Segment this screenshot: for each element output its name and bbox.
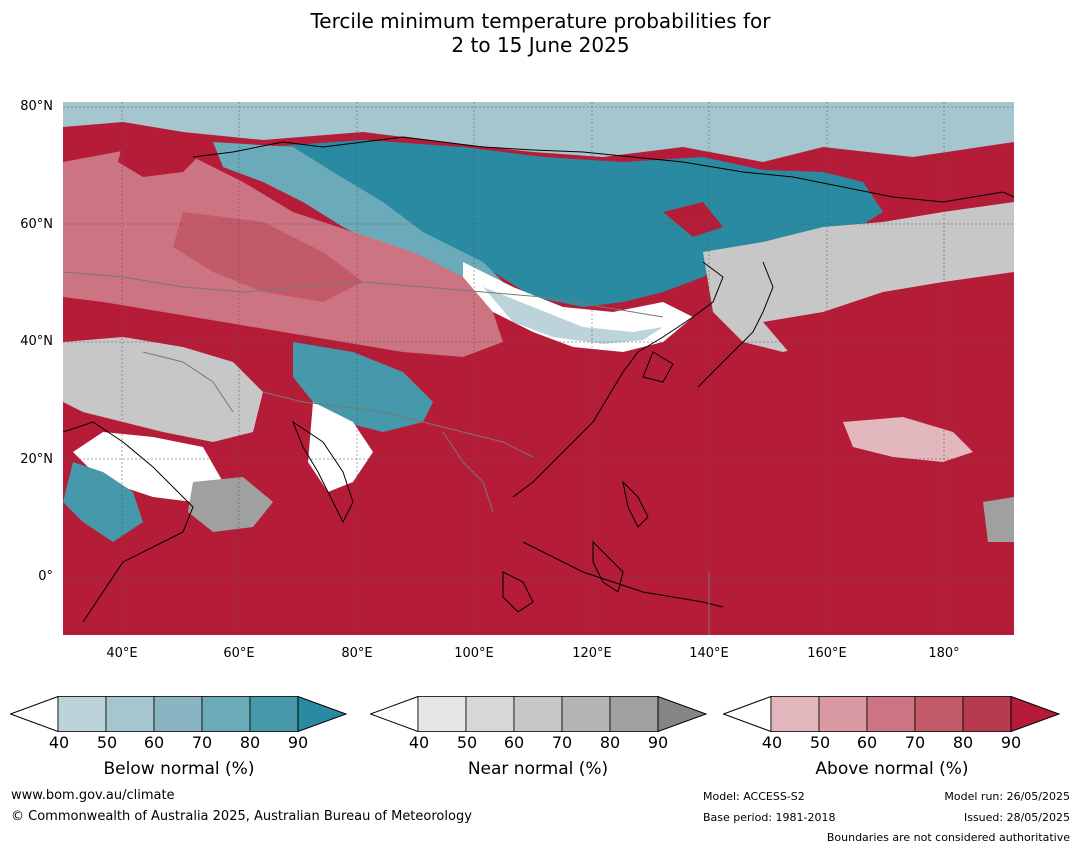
below-colorbar-segment-3 bbox=[153, 696, 203, 732]
arctic-below-region bbox=[63, 102, 1014, 162]
map-svg bbox=[63, 102, 1014, 635]
below-tick-80: 80 bbox=[239, 733, 261, 752]
west-siberia-below-region bbox=[213, 142, 513, 297]
model-run-text: Model run: 26/05/2025 bbox=[944, 790, 1070, 803]
above-tick-90: 90 bbox=[1000, 733, 1022, 752]
lat-label-20n: 20°N bbox=[20, 452, 53, 467]
lon-label-160e: 160°E bbox=[807, 646, 847, 661]
pacific-north-above-region bbox=[763, 272, 1014, 357]
near-colorbar-segment-3 bbox=[513, 696, 563, 732]
below-colorbar-segment-1 bbox=[57, 696, 107, 732]
above-colorbar-low-extend bbox=[723, 696, 772, 732]
lon-label-140e: 140°E bbox=[689, 646, 729, 661]
title-line-2: 2 to 15 June 2025 bbox=[451, 33, 630, 57]
near-tick-80: 80 bbox=[599, 733, 621, 752]
lon-label-40e: 40°E bbox=[106, 646, 138, 661]
copyright-text: © Commonwealth of Australia 2025, Austra… bbox=[11, 809, 472, 824]
model-text: Model: ACCESS-S2 bbox=[703, 790, 805, 803]
above-colorbar-high-extend bbox=[1010, 696, 1061, 732]
near-colorbar-segment-1 bbox=[417, 696, 467, 732]
below-tick-50: 50 bbox=[96, 733, 118, 752]
probability-map bbox=[63, 102, 1014, 635]
near-tick-50: 50 bbox=[456, 733, 478, 752]
lat-label-0: 0° bbox=[38, 569, 53, 584]
lat-label-60n: 60°N bbox=[20, 217, 53, 232]
graticule bbox=[63, 102, 1014, 635]
pacific-mid-above-light-region bbox=[843, 417, 973, 462]
base-period-text: Base period: 1981-2018 bbox=[703, 811, 836, 824]
above-normal-label: Above normal (%) bbox=[815, 759, 969, 779]
india-north-transition-region bbox=[308, 402, 373, 492]
siberia-below-region bbox=[263, 140, 883, 307]
below-tick-60: 60 bbox=[143, 733, 165, 752]
near-colorbar-segment-2 bbox=[465, 696, 515, 732]
near-tick-60: 60 bbox=[503, 733, 525, 752]
below-tick-90: 90 bbox=[287, 733, 309, 752]
mongolia-below-light-region bbox=[483, 287, 663, 344]
map-title: Tercile minimum temperature probabilitie… bbox=[0, 9, 1081, 57]
near-colorbar-segment-5 bbox=[609, 696, 659, 732]
lat-label-80n: 80°N bbox=[20, 99, 53, 114]
below-colorbar-low-extend bbox=[10, 696, 59, 732]
below-colorbar-segment-2 bbox=[105, 696, 155, 732]
arabia-below-region bbox=[63, 462, 143, 542]
chukotka-above-region bbox=[663, 202, 723, 237]
country-borders bbox=[63, 271, 710, 635]
bom-website-link[interactable]: www.bom.gov.au/climate bbox=[11, 788, 175, 803]
above-colorbar-segment-2 bbox=[818, 696, 868, 732]
lon-label-180: 180° bbox=[928, 646, 960, 661]
near-tick-70: 70 bbox=[551, 733, 573, 752]
pacific-east-near-region bbox=[983, 497, 1014, 542]
disclaimer-text: Boundaries are not considered authoritat… bbox=[826, 831, 1070, 844]
near-normal-label: Near normal (%) bbox=[467, 759, 609, 779]
lat-label-40n: 40°N bbox=[20, 334, 53, 349]
above-tick-50: 50 bbox=[809, 733, 831, 752]
near-colorbar-low-extend bbox=[370, 696, 419, 732]
above-colorbar-segment-3 bbox=[866, 696, 916, 732]
near-normal-colorbar bbox=[370, 696, 708, 732]
kazakhstan-above-region bbox=[173, 212, 363, 302]
below-normal-label: Below normal (%) bbox=[103, 759, 255, 779]
lon-label-80e: 80°E bbox=[341, 646, 373, 661]
horn-of-africa-near-region bbox=[188, 477, 273, 532]
lon-label-120e: 120°E bbox=[572, 646, 612, 661]
below-colorbar-segment-5 bbox=[249, 696, 299, 732]
above-colorbar-segment-1 bbox=[770, 696, 820, 732]
below-tick-40: 40 bbox=[48, 733, 70, 752]
near-tick-40: 40 bbox=[408, 733, 430, 752]
near-tick-90: 90 bbox=[647, 733, 669, 752]
above-tick-80: 80 bbox=[952, 733, 974, 752]
above-normal-colorbar bbox=[723, 696, 1061, 732]
coastlines bbox=[63, 136, 1014, 623]
below-tick-70: 70 bbox=[191, 733, 213, 752]
lon-label-100e: 100°E bbox=[454, 646, 494, 661]
scandinavia-above-region bbox=[118, 137, 203, 177]
below-colorbar-segment-4 bbox=[201, 696, 251, 732]
near-colorbar-high-extend bbox=[657, 696, 708, 732]
mongolia-transition-region bbox=[463, 262, 693, 352]
above-tick-70: 70 bbox=[904, 733, 926, 752]
near-colorbar-segment-4 bbox=[561, 696, 611, 732]
below-colorbar-high-extend bbox=[297, 696, 348, 732]
issued-text: Issued: 28/05/2025 bbox=[963, 811, 1070, 824]
lon-label-60e: 60°E bbox=[223, 646, 255, 661]
below-normal-colorbar bbox=[10, 696, 348, 732]
pacific-north-near-region bbox=[703, 202, 1014, 352]
title-line-1: Tercile minimum temperature probabilitie… bbox=[310, 9, 771, 33]
above-tick-40: 40 bbox=[761, 733, 783, 752]
above-tick-60: 60 bbox=[856, 733, 878, 752]
above-colorbar-segment-4 bbox=[914, 696, 964, 732]
above-colorbar-segment-5 bbox=[962, 696, 1012, 732]
arabia-transition-region bbox=[73, 432, 223, 502]
middle-east-near-region bbox=[63, 337, 263, 442]
